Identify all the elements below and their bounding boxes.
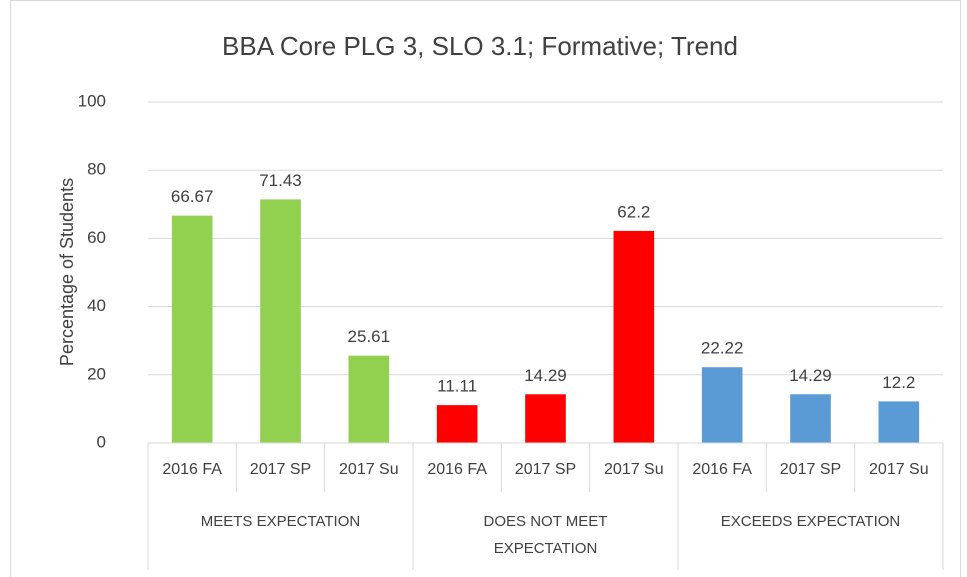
bar [260, 199, 301, 443]
bar [613, 230, 655, 443]
group-label: DOES NOT MEET EXPECTATION [483, 513, 608, 557]
value-label: 14.29 [789, 366, 832, 385]
value-label: 11.11 [437, 377, 477, 396]
y-axis-label: Percentage of Students [57, 178, 77, 366]
bar [348, 355, 390, 443]
y-tick-label: 40 [87, 296, 106, 315]
x-tick-label: 2017 SP [250, 461, 311, 478]
value-label: 12.2 [882, 373, 915, 392]
chart-border [10, 0, 961, 577]
value-label: 25.61 [348, 327, 391, 346]
value-label: 14.29 [524, 366, 567, 385]
value-label: 22.22 [701, 339, 744, 358]
y-tick-label: 0 [97, 432, 106, 451]
bar [171, 215, 213, 443]
bar [790, 394, 831, 443]
bar [436, 405, 478, 443]
value-label: 62.2 [617, 202, 650, 221]
x-tick-label: 2016 FA [692, 461, 752, 478]
x-tick-label: 2017 Su [339, 461, 399, 478]
y-tick-label: 60 [87, 228, 106, 247]
bar [878, 401, 920, 443]
x-tick-label: 2017 Su [869, 461, 929, 478]
y-tick-label: 80 [87, 160, 106, 179]
value-label: 71.43 [259, 171, 302, 190]
x-tick-label: 2017 SP [780, 461, 841, 478]
value-label: 66.67 [171, 187, 214, 206]
bar [701, 367, 743, 443]
x-tick-label: 2016 FA [162, 461, 222, 478]
x-tick-label: 2017 SP [515, 461, 576, 478]
x-tick-label: 2017 Su [604, 461, 664, 478]
x-tick-label: 2016 FA [427, 461, 487, 478]
bar [525, 394, 566, 443]
group-label: MEETS EXPECTATION [200, 513, 361, 530]
y-tick-label: 100 [78, 91, 106, 110]
chart-title: BBA Core PLG 3, SLO 3.1; Formative; Tren… [222, 31, 738, 61]
group-label: EXCEEDS EXPECTATION [720, 513, 901, 530]
y-tick-label: 20 [87, 364, 106, 383]
